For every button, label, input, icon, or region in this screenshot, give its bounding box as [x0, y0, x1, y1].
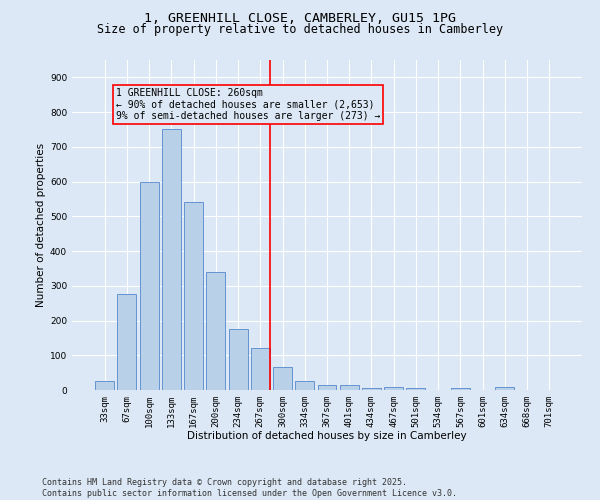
Bar: [206, 272, 225, 390]
Bar: [273, 366, 292, 390]
Bar: [406, 388, 425, 390]
Bar: [184, 202, 203, 390]
Bar: [317, 386, 337, 390]
X-axis label: Distribution of detached houses by size in Camberley: Distribution of detached houses by size …: [187, 432, 467, 442]
Bar: [340, 386, 359, 390]
Bar: [162, 130, 181, 390]
Bar: [95, 380, 114, 390]
Y-axis label: Number of detached properties: Number of detached properties: [36, 143, 46, 307]
Bar: [384, 386, 403, 390]
Bar: [229, 329, 248, 390]
Bar: [451, 388, 470, 390]
Text: 1, GREENHILL CLOSE, CAMBERLEY, GU15 1PG: 1, GREENHILL CLOSE, CAMBERLEY, GU15 1PG: [144, 12, 456, 26]
Text: Size of property relative to detached houses in Camberley: Size of property relative to detached ho…: [97, 22, 503, 36]
Text: Contains HM Land Registry data © Crown copyright and database right 2025.
Contai: Contains HM Land Registry data © Crown c…: [42, 478, 457, 498]
Text: 1 GREENHILL CLOSE: 260sqm
← 90% of detached houses are smaller (2,653)
9% of sem: 1 GREENHILL CLOSE: 260sqm ← 90% of detac…: [116, 88, 380, 121]
Bar: [140, 182, 158, 390]
Bar: [295, 382, 314, 390]
Bar: [496, 387, 514, 390]
Bar: [118, 294, 136, 390]
Bar: [362, 388, 381, 390]
Bar: [251, 348, 270, 390]
